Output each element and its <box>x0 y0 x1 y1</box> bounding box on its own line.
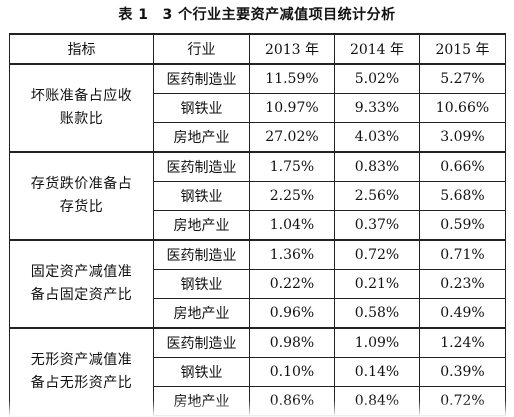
industry-cell: 医药制造业 <box>153 63 250 94</box>
value-cell: 9.33% <box>334 93 420 123</box>
value-cell: 5.27% <box>419 63 506 94</box>
value-cell: 0.96% <box>249 298 335 329</box>
value-cell: 5.02% <box>334 63 420 94</box>
header-industry: 行业 <box>153 33 250 65</box>
value-cell: 0.58% <box>334 298 420 329</box>
table-row: 固定资产减值准备占固定资产比 医药制造业 1.36% 0.72% 0.71% <box>9 239 506 329</box>
table-caption: 表 1 3 个行业主要资产减值项目统计分析 <box>0 2 514 28</box>
value-cell: 10.97% <box>249 93 335 123</box>
header-metric: 指标 <box>9 33 154 65</box>
table-title: 3 个行业主要资产减值项目统计分析 <box>162 7 396 23</box>
table-row: 钢铁业 0.22% 0.21% 0.23% <box>10 269 506 299</box>
table-row: 钢铁业 10.97% 9.33% 10.66% <box>10 93 506 123</box>
table-row: 房地产业 1.04% 0.37% 0.59% <box>10 210 506 241</box>
value-cell: 2.56% <box>334 181 420 211</box>
value-cell: 0.23% <box>419 269 506 299</box>
value-cell: 1.24% <box>419 327 506 358</box>
industry-cell: 房地产业 <box>153 210 250 241</box>
metric-cell: 存货跌价准备占存货比 <box>9 151 154 241</box>
value-cell: 4.03% <box>334 122 420 153</box>
value-cell: 0.98% <box>249 327 335 358</box>
header-year-2014: 2014 年 <box>334 33 420 65</box>
value-cell: 1.04% <box>249 210 335 241</box>
value-cell: 1.09% <box>334 327 420 358</box>
value-cell: 0.14% <box>334 357 420 387</box>
table-row: 房地产业 0.96% 0.58% 0.49% <box>10 298 506 329</box>
table-number: 表 1 <box>118 7 149 23</box>
table-row: 钢铁业 2.25% 2.56% 5.68% <box>10 181 506 211</box>
header-year-2015: 2015 年 <box>419 33 506 65</box>
value-cell: 2.25% <box>249 181 335 211</box>
value-cell: 5.68% <box>419 181 506 211</box>
value-cell: 27.02% <box>249 122 335 153</box>
industry-cell: 房地产业 <box>153 298 250 329</box>
table-row: 坏账准备占应收账款比 医药制造业 11.59% 5.02% 5.27% <box>9 63 506 153</box>
value-cell: 0.21% <box>334 269 420 299</box>
bottom-fade <box>0 400 514 417</box>
industry-cell: 钢铁业 <box>153 93 250 123</box>
table-row: 存货跌价准备占存货比 医药制造业 1.75% 0.83% 0.66% <box>9 151 506 241</box>
value-cell: 0.71% <box>419 239 506 270</box>
industry-cell: 医药制造业 <box>153 327 250 358</box>
value-cell: 1.75% <box>249 151 335 182</box>
value-cell: 10.66% <box>419 93 506 123</box>
value-cell: 0.72% <box>334 239 420 270</box>
header-row: 指标 行业 2013 年 2014 年 2015 年 <box>9 33 506 65</box>
value-cell: 0.39% <box>419 357 506 387</box>
value-cell: 0.59% <box>419 210 506 241</box>
table-row: 钢铁业 0.10% 0.14% 0.39% <box>10 357 506 387</box>
value-cell: 0.37% <box>334 210 420 241</box>
value-cell: 11.59% <box>249 63 335 94</box>
industry-cell: 钢铁业 <box>153 269 250 299</box>
table-body: 坏账准备占应收账款比 医药制造业 11.59% 5.02% 5.27% 钢铁业 … <box>9 63 506 417</box>
value-cell: 0.83% <box>334 151 420 182</box>
industry-cell: 房地产业 <box>153 122 250 153</box>
value-cell: 1.36% <box>249 239 335 270</box>
industry-cell: 医药制造业 <box>153 239 250 270</box>
metric-cell: 固定资产减值准备占固定资产比 <box>9 239 154 329</box>
value-cell: 0.10% <box>249 357 335 387</box>
table-row: 无形资产减值准备占无形资产比 医药制造业 0.98% 1.09% 1.24% <box>9 327 506 417</box>
header-year-2013: 2013 年 <box>249 33 335 65</box>
industry-cell: 钢铁业 <box>153 181 250 211</box>
industry-cell: 医药制造业 <box>153 151 250 182</box>
data-table: 指标 行业 2013 年 2014 年 2015 年 坏账准备占应收账款比 医药… <box>9 33 506 417</box>
table-row: 房地产业 27.02% 4.03% 3.09% <box>10 122 506 153</box>
value-cell: 0.49% <box>419 298 506 329</box>
industry-cell: 钢铁业 <box>153 357 250 387</box>
metric-cell: 坏账准备占应收账款比 <box>9 63 154 153</box>
value-cell: 0.22% <box>249 269 335 299</box>
value-cell: 3.09% <box>419 122 506 153</box>
value-cell: 0.66% <box>419 151 506 182</box>
